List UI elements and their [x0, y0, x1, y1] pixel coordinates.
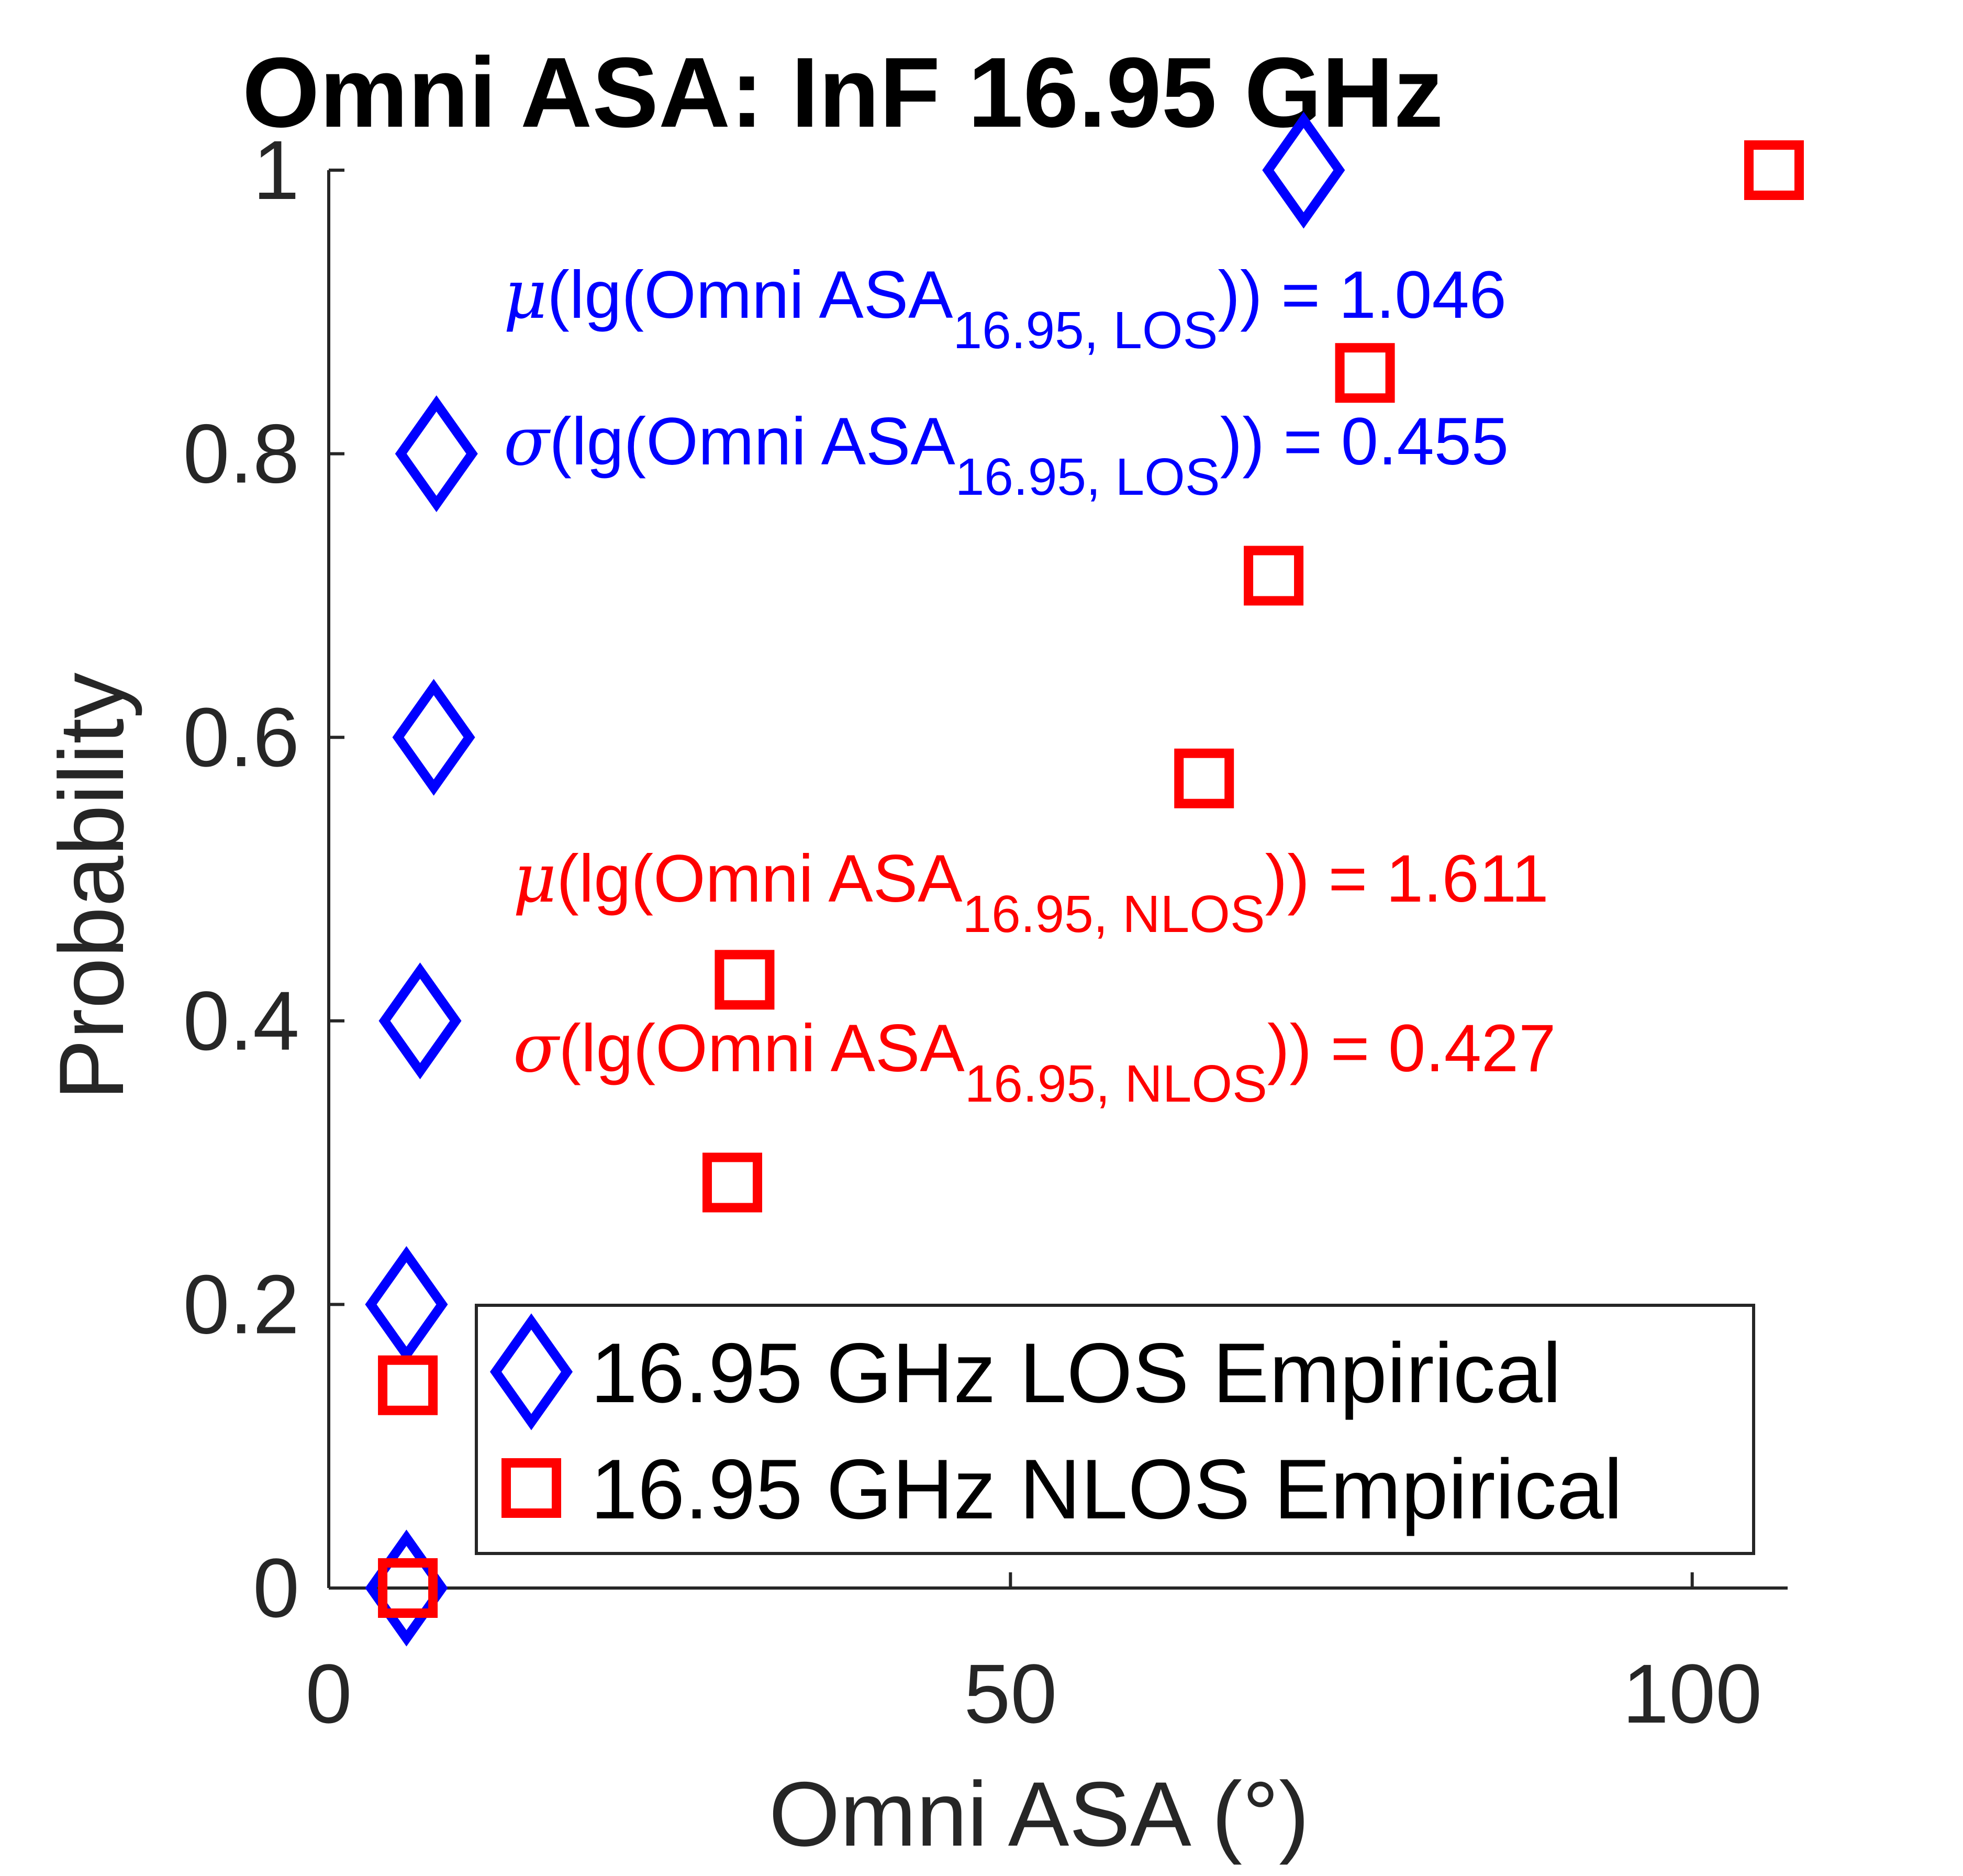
nlos-data-point — [378, 1355, 438, 1415]
nlos-data-point — [715, 950, 775, 1010]
chart-title: Omni ASA: InF 16.95 GHz — [242, 37, 1443, 148]
legend-items: 16.95 GHz LOS Empirical 16.95 GHz NLOS Em… — [489, 1313, 1623, 1537]
nlos-data-point — [1174, 748, 1234, 808]
annotation-nlos-sigma: σ(lg(Omni ASA16.95, NLOS)) = 0.427 — [513, 1009, 1556, 1113]
legend-item: 16.95 GHz NLOS Empirical — [501, 1442, 1623, 1537]
nlos-series — [378, 140, 1804, 1618]
legend-marker-diamond — [489, 1313, 573, 1430]
y-tick-label: 0.2 — [183, 1257, 299, 1351]
legend-label: 16.95 GHz NLOS Empirical — [590, 1442, 1623, 1537]
x-tick-label: 50 — [964, 1647, 1057, 1740]
nlos-data-point — [1744, 140, 1804, 200]
x-tick-label: 0 — [306, 1647, 352, 1740]
x-ticks: 0 50 100 — [306, 1572, 1762, 1740]
y-tick-label: 0.8 — [183, 407, 299, 501]
nlos-data-point — [1335, 343, 1395, 403]
legend-marker-square — [501, 1458, 561, 1518]
annotation-los-sigma: σ(lg(Omni ASA16.95, LOS)) = 0.455 — [504, 403, 1509, 506]
annotation-los-mu: μ(lg(Omni ASA16.95, LOS)) = 1.046 — [504, 256, 1507, 360]
legend: 16.95 GHz LOS Empirical 16.95 GHz NLOS Em… — [475, 1304, 1755, 1555]
x-axis-label: Omni ASA (°) — [769, 1763, 1310, 1866]
annotation-nlos-mu: μ(lg(Omni ASA16.95, NLOS)) = 1.611 — [513, 840, 1549, 943]
x-tick-label: 100 — [1622, 1647, 1762, 1740]
los-data-point — [365, 1246, 448, 1363]
legend-box — [475, 1304, 1755, 1555]
axes — [327, 170, 1788, 1590]
nlos-data-point — [702, 1152, 762, 1213]
y-ticks: 0 0.2 0.4 0.6 0.8 1 — [183, 123, 344, 1635]
legend-item: 16.95 GHz LOS Empirical — [489, 1313, 1562, 1430]
y-tick-label: 1 — [253, 123, 299, 217]
y-tick-label: 0.6 — [183, 690, 299, 784]
y-tick-label: 0 — [253, 1541, 299, 1635]
los-data-point — [392, 679, 475, 796]
nlos-data-point — [1244, 546, 1304, 606]
los-data-point — [378, 962, 462, 1080]
data-markers — [365, 112, 1804, 1647]
los-data-point — [395, 395, 478, 513]
nlos-data-point — [378, 1558, 438, 1618]
y-tick-label: 0.4 — [183, 974, 299, 1068]
statistics-annotations: μ(lg(Omni ASA16.95, LOS)) = 1.046 σ(lg(Om… — [504, 256, 1556, 1113]
los-data-point — [1262, 112, 1345, 229]
y-axis-label: Probability — [41, 672, 143, 1101]
legend-label: 16.95 GHz LOS Empirical — [590, 1326, 1562, 1420]
